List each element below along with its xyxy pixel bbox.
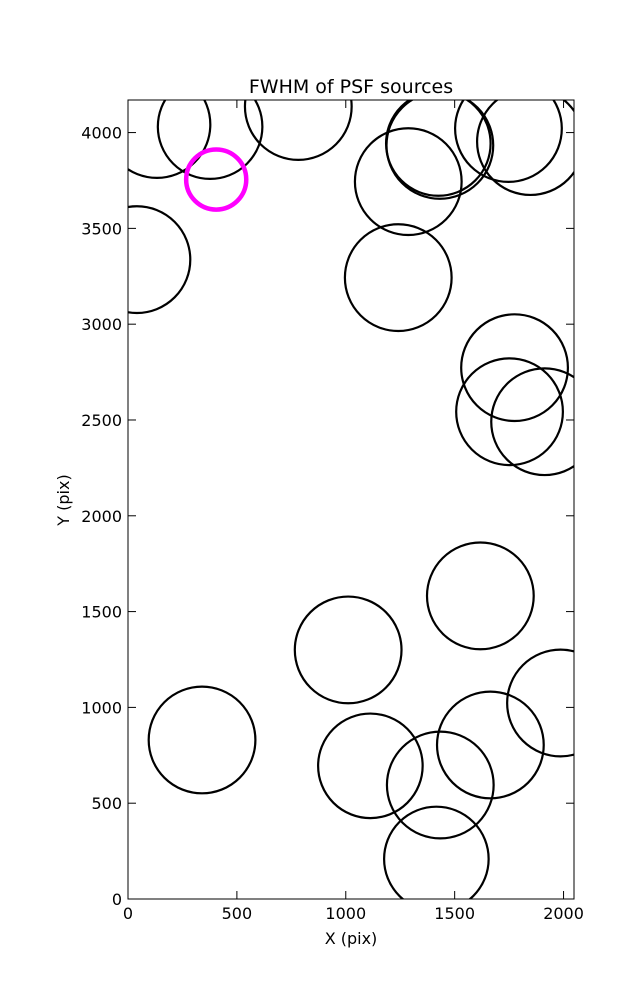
source-circle	[455, 357, 564, 467]
source-circle	[476, 100, 574, 197]
y-axis-label: Y (pix)	[54, 474, 73, 526]
source-circle	[353, 127, 463, 237]
x-tick-label: 0	[123, 904, 133, 923]
source-circle	[435, 690, 545, 800]
source-circle	[243, 100, 353, 161]
y-tick-label: 2000	[81, 507, 122, 526]
y-tick-label: 2500	[81, 411, 122, 430]
source-circle	[147, 685, 257, 795]
source-circle	[128, 205, 192, 315]
source-circle	[156, 100, 264, 180]
source-circle	[385, 730, 495, 840]
plot-frame	[127, 99, 575, 900]
y-tick-label: 4000	[81, 124, 122, 143]
source-circle	[343, 223, 453, 333]
y-tick-label: 0	[112, 890, 122, 909]
y-tick-label: 1500	[81, 603, 122, 622]
x-tick-label: 500	[222, 904, 253, 923]
source-circle	[460, 313, 570, 423]
y-tick-label: 3000	[81, 315, 122, 334]
source-circle	[506, 648, 574, 758]
source-circle	[293, 595, 403, 705]
source-circle	[454, 100, 563, 183]
x-tick-label: 1500	[434, 904, 475, 923]
plot-area	[128, 100, 574, 899]
y-tick-label: 1000	[81, 698, 122, 717]
y-tick-label: 3500	[81, 219, 122, 238]
source-circle	[490, 367, 574, 477]
source-circle	[385, 100, 495, 200]
x-tick-label: 1000	[325, 904, 366, 923]
source-circle	[128, 100, 212, 179]
x-axis-label: X (pix)	[325, 929, 378, 948]
y-tick-label: 500	[91, 794, 122, 813]
chart-title: FWHM of PSF sources	[249, 76, 453, 98]
source-circle	[383, 805, 490, 899]
source-circle	[183, 147, 249, 212]
source-circle	[425, 541, 535, 651]
source-circle	[317, 712, 424, 820]
x-tick-label: 2000	[543, 904, 584, 923]
